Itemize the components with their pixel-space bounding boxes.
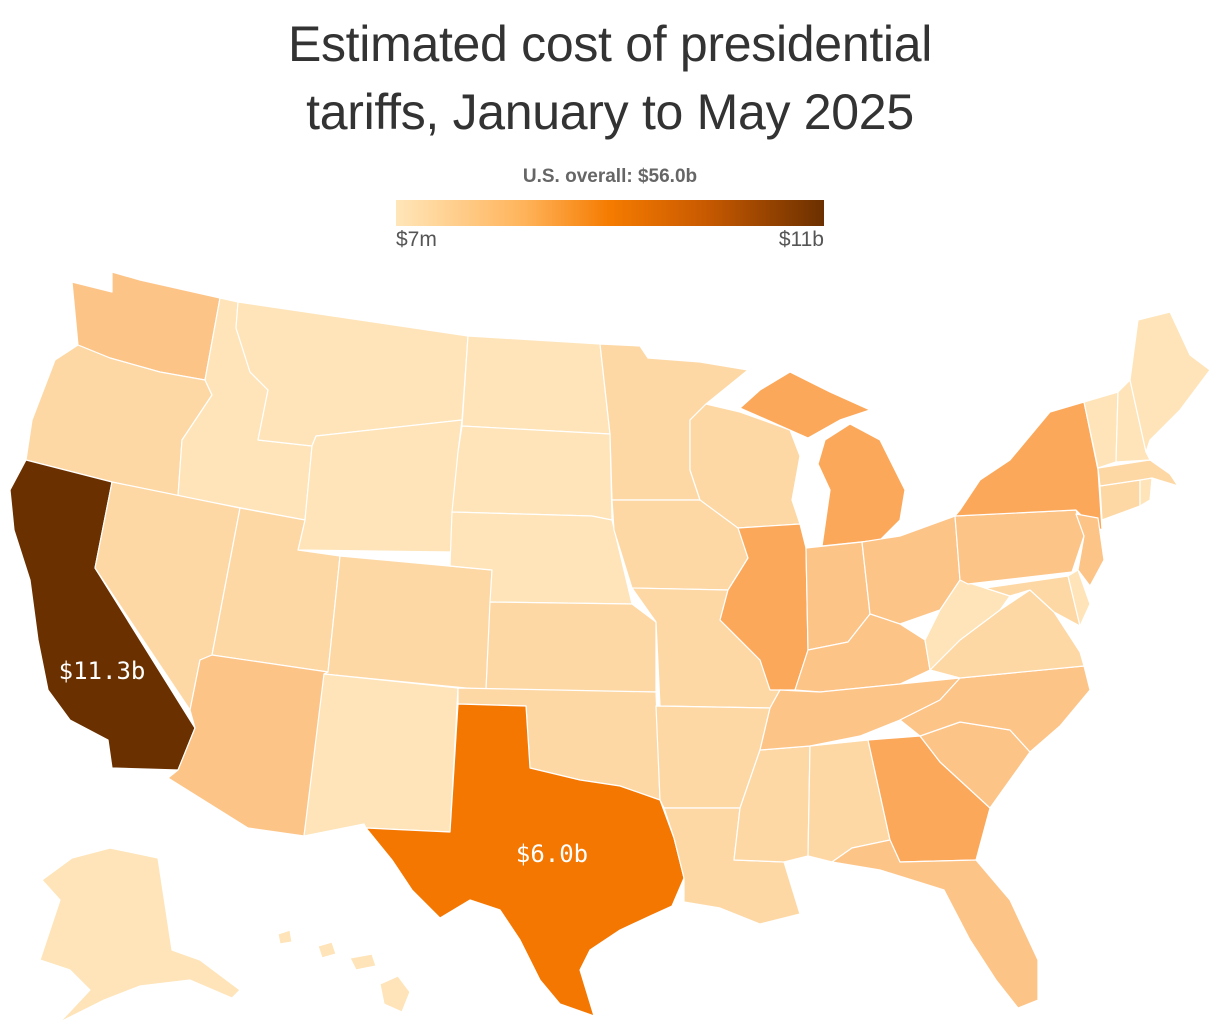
state-florida[interactable] (831, 839, 1039, 1009)
state-michigan[interactable] (739, 371, 906, 547)
state-delaware[interactable] (1067, 569, 1091, 627)
legend-color-scale (396, 200, 824, 226)
state-alaska[interactable] (39, 847, 241, 1023)
state-rhode-island[interactable] (1139, 477, 1153, 507)
state-california[interactable] (9, 459, 196, 771)
state-new-hampshire[interactable] (1115, 379, 1151, 463)
texas-value-label: $6.0b (516, 840, 588, 868)
state-new-york[interactable] (954, 401, 1103, 531)
legend-min-label: $7m (396, 228, 437, 251)
state-maine[interactable] (1129, 311, 1211, 453)
state-pennsylvania[interactable] (954, 509, 1085, 585)
chart-title-line-2: tariffs, January to May 2025 (306, 84, 914, 140)
california-value-label: $11.3b (59, 657, 146, 685)
state-south-dakota[interactable] (451, 425, 613, 521)
state-new-jersey[interactable] (1075, 513, 1105, 587)
state-wyoming[interactable] (297, 419, 463, 553)
state-wisconsin[interactable] (689, 403, 801, 529)
state-north-carolina[interactable] (899, 665, 1091, 753)
chart-title-line-1: Estimated cost of presidential (287, 16, 933, 72)
legend-overall-total: U.S. overall: $56.0b (522, 166, 698, 187)
state-new-mexico[interactable] (303, 673, 459, 837)
state-texas[interactable] (365, 703, 685, 1017)
legend-max-label: $11b (778, 228, 824, 251)
state-kansas[interactable] (485, 601, 657, 693)
state-colorado[interactable] (323, 555, 493, 691)
state-massachusetts[interactable] (1097, 459, 1179, 487)
state-illinois[interactable] (719, 523, 809, 691)
state-north-dakota[interactable] (461, 335, 611, 435)
state-connecticut[interactable] (1099, 479, 1141, 521)
state-hawaii[interactable] (277, 929, 411, 1013)
